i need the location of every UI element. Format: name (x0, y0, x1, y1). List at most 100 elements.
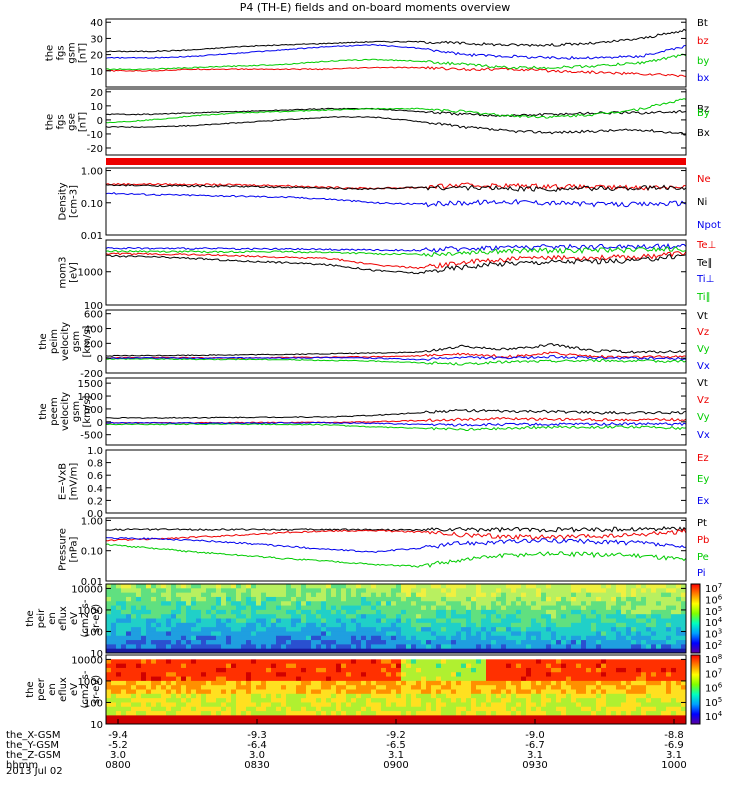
heatmap-cell (396, 614, 402, 619)
heatmap-cell (381, 672, 387, 677)
heatmap-cell (301, 659, 307, 665)
heatmap-cell (591, 689, 597, 695)
heatmap-cell (176, 663, 182, 669)
heatmap-cell (541, 631, 547, 637)
heatmap-cell (621, 711, 627, 716)
heatmap-cell (196, 627, 202, 632)
heatmap-cell (416, 672, 422, 677)
heatmap-cell (476, 689, 482, 695)
heatmap-cell (501, 698, 507, 703)
heatmap-cell (666, 631, 672, 637)
heatmap-cell (266, 672, 272, 677)
heatmap-cell (221, 663, 227, 669)
heatmap-cell (151, 627, 157, 632)
heatmap-cell (236, 706, 242, 712)
heatmap-cell (626, 614, 632, 619)
heatmap-cell (331, 648, 337, 654)
heatmap-cell (386, 659, 392, 665)
heatmap-cell (276, 702, 282, 708)
y-axis-label: sr-eV) (91, 604, 102, 633)
heatmap-cell (206, 644, 212, 650)
heatmap-cell (261, 631, 267, 637)
heatmap-cell (181, 622, 187, 628)
heatmap-cell (631, 693, 637, 699)
y-axis-label: en (47, 612, 58, 625)
heatmap-cell (646, 627, 652, 632)
heatmap-cell (191, 663, 197, 669)
heatmap-cell (556, 711, 562, 716)
heatmap-cell (556, 588, 562, 594)
y-axis-label: mom3 (58, 257, 69, 289)
heatmap-cell (626, 622, 632, 628)
heatmap-cell (536, 655, 542, 660)
heatmap-cell (151, 609, 157, 615)
heatmap-cell (386, 689, 392, 695)
heatmap-cell (176, 588, 182, 594)
heatmap-cell (346, 640, 352, 645)
heatmap-cell (141, 706, 147, 712)
heatmap-cell (411, 601, 417, 606)
heatmap-cell (651, 698, 657, 703)
heatmap-cell (621, 584, 627, 589)
heatmap-cell (126, 715, 132, 721)
heatmap-cell (406, 588, 412, 594)
heatmap-cell (271, 698, 277, 703)
heatmap-cell (151, 711, 157, 716)
heatmap-cell (226, 640, 232, 645)
heatmap-cell (501, 680, 507, 686)
heatmap-cell (251, 702, 257, 708)
heatmap-cell (376, 627, 382, 632)
heatmap-cell (491, 715, 497, 721)
heatmap-cell (156, 719, 162, 725)
heatmap-cell (341, 627, 347, 632)
heatmap-cell (626, 663, 632, 669)
heatmap-cell (636, 622, 642, 628)
heatmap-cell (206, 584, 212, 589)
heatmap-cell (281, 693, 287, 699)
heatmap-cell (136, 631, 142, 637)
heatmap-cell (601, 663, 607, 669)
heatmap-cell (656, 659, 662, 665)
heatmap-cell (591, 719, 597, 725)
heatmap-cell (436, 702, 442, 708)
heatmap-cell (211, 627, 217, 632)
heatmap-cell (261, 627, 267, 632)
heatmap-cell (501, 640, 507, 645)
heatmap-cell (506, 676, 512, 682)
heatmap-cell (621, 715, 627, 721)
heatmap-cell (651, 711, 657, 716)
heatmap-cell (651, 631, 657, 637)
heatmap-cell (621, 663, 627, 669)
heatmap-cell (461, 588, 467, 594)
heatmap-cell (526, 672, 532, 677)
heatmap-cell (141, 711, 147, 716)
heatmap-cell (286, 640, 292, 645)
heatmap-cell (506, 601, 512, 606)
heatmap-cell (566, 672, 572, 677)
heatmap-cell (651, 644, 657, 650)
heatmap-cell (521, 601, 527, 606)
heatmap-cell (616, 631, 622, 637)
heatmap-cell (391, 592, 397, 598)
heatmap-cell (541, 644, 547, 650)
heatmap-cell (671, 609, 677, 615)
heatmap-cell (476, 706, 482, 712)
y-axis-label: [eV] (69, 262, 80, 283)
heatmap-cell (281, 635, 287, 641)
heatmap-cell (236, 601, 242, 606)
heatmap-cell (271, 609, 277, 615)
heatmap-cell (131, 648, 137, 654)
heatmap-cell (366, 592, 372, 598)
heatmap-cell (606, 614, 612, 619)
heatmap-cell (171, 719, 177, 725)
heatmap-cell (641, 698, 647, 703)
heatmap-cell (276, 644, 282, 650)
heatmap-cell (486, 605, 492, 611)
heatmap-cell (176, 584, 182, 589)
heatmap-cell (311, 644, 317, 650)
heatmap-cell (211, 689, 217, 695)
heatmap-cell (191, 689, 197, 695)
heatmap-cell (111, 698, 117, 703)
heatmap-cell (661, 648, 667, 654)
heatmap-cell (356, 644, 362, 650)
